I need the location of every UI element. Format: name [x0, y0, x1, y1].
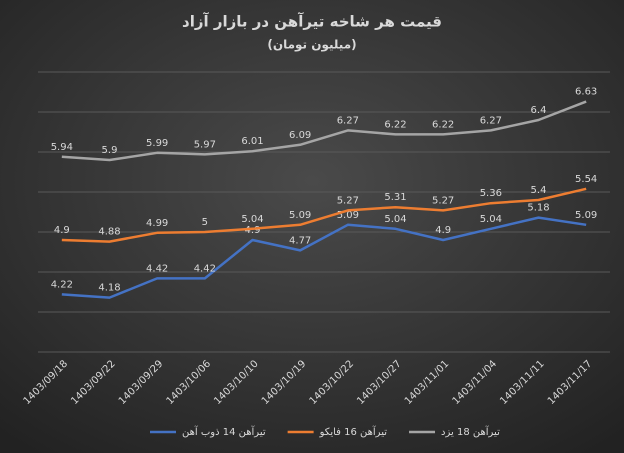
- data-label: 5: [202, 217, 208, 228]
- data-label: 4.9: [54, 225, 70, 236]
- data-label: 6.22: [384, 119, 406, 130]
- data-label: 4.88: [98, 227, 120, 238]
- legend-label: تیرآهن 14 ذوب آهن: [182, 425, 266, 438]
- data-label: 6.09: [289, 130, 311, 141]
- series-line: [61, 216, 587, 299]
- legend-label: تیرآهن 16 فایکو: [319, 425, 388, 438]
- data-label: 5.31: [384, 192, 406, 203]
- series-line: [61, 187, 587, 243]
- data-label: 5.36: [480, 188, 502, 199]
- data-label: 4.77: [289, 235, 311, 246]
- data-label: 4.22: [51, 279, 73, 290]
- data-label: 6.27: [337, 115, 359, 126]
- data-label: 6.22: [432, 119, 454, 130]
- data-label: 5.04: [241, 214, 263, 225]
- data-label: 6.4: [531, 105, 547, 116]
- data-label: 5.97: [194, 139, 216, 150]
- data-label: 5.9: [102, 145, 118, 156]
- data-label: 5.27: [337, 195, 359, 206]
- data-label: 4.9: [435, 225, 451, 236]
- data-label: 5.27: [432, 195, 454, 206]
- data-label: 4.9: [245, 225, 261, 236]
- series-line: [61, 100, 587, 162]
- data-label: 6.01: [241, 136, 263, 147]
- data-label: 5.09: [337, 210, 359, 221]
- data-label: 5.99: [146, 138, 168, 149]
- data-label: 4.42: [194, 263, 216, 274]
- legend-label: تیرآهن 18 یزد: [441, 425, 500, 438]
- data-label: 5.04: [480, 214, 502, 225]
- data-label: 5.54: [575, 174, 597, 185]
- data-label: 6.63: [575, 87, 597, 98]
- data-label: 4.18: [98, 283, 120, 294]
- data-label: 5.04: [384, 214, 406, 225]
- data-label: 4.42: [146, 263, 168, 274]
- chart-title: قیمت هر شاخه تیرآهن در بازار آزاد: [182, 13, 442, 31]
- data-label: 5.09: [575, 210, 597, 221]
- chart-subtitle: (میلیون تومان): [267, 38, 356, 53]
- data-label: 6.27: [480, 115, 502, 126]
- data-label: 5.09: [289, 210, 311, 221]
- data-label: 4.99: [146, 218, 168, 229]
- data-label: 5.4: [531, 185, 547, 196]
- data-label: 5.18: [527, 203, 549, 214]
- data-label: 5.94: [51, 142, 73, 153]
